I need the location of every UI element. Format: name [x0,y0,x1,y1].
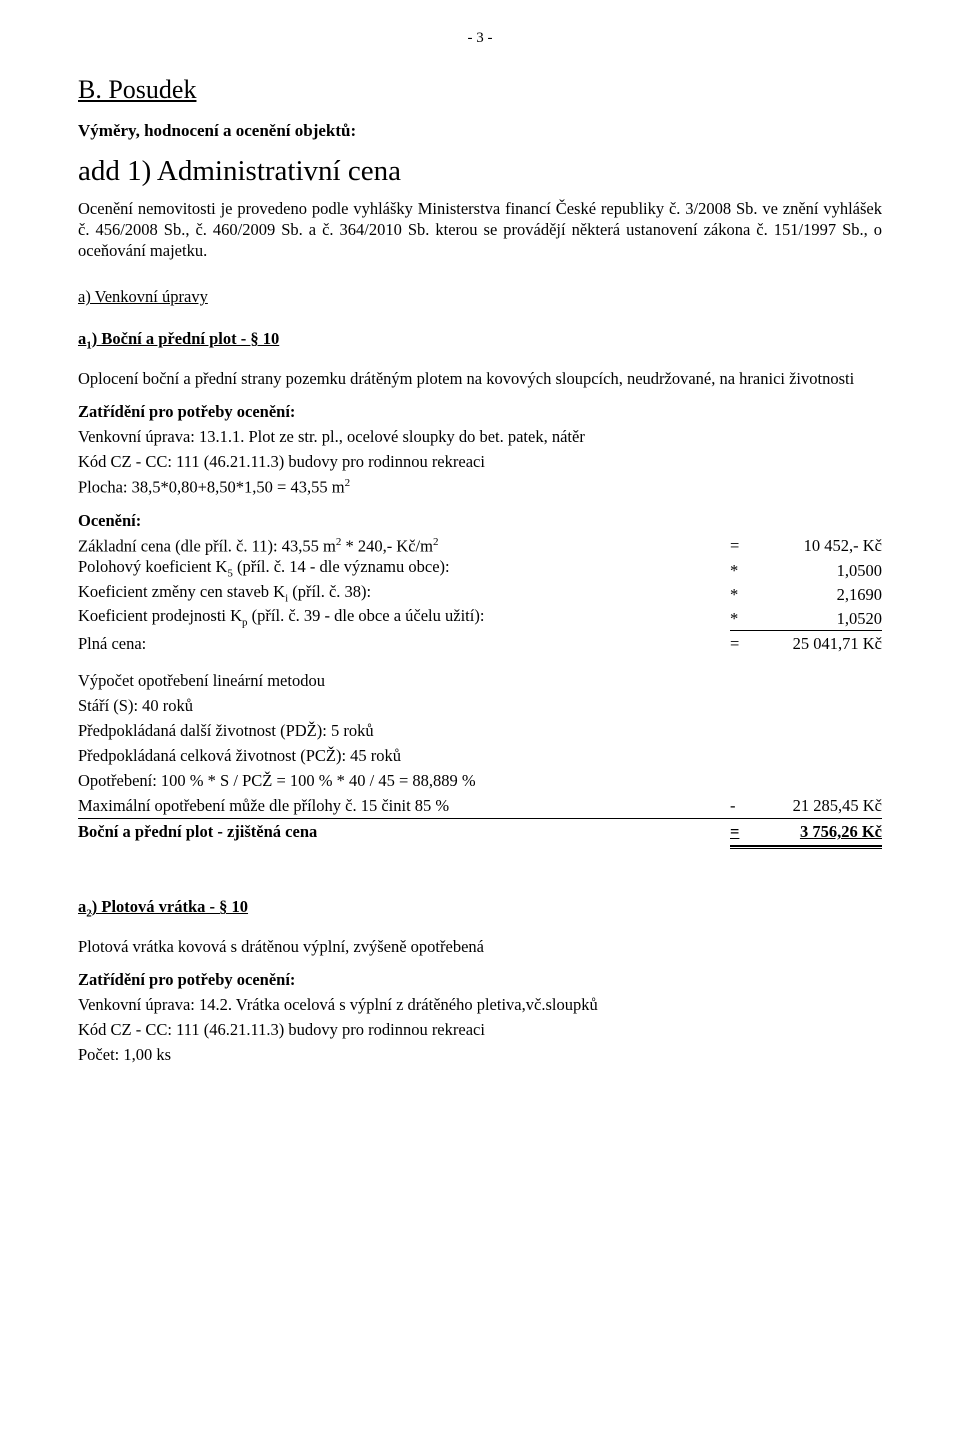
wear-6-label: Maximální opotřebení může dle přílohy č.… [78,795,730,816]
calc-row-2-op: * [730,560,752,581]
wear-6-op: - [730,795,752,816]
a1-class-line-1: Venkovní úprava: 13.1.1. Plot ze str. pl… [78,426,882,447]
page: - 3 - B. Posudek Výměry, hodnocení a oce… [0,0,960,1436]
oceneni-label: Ocenění: [78,510,882,531]
a2-rest: ) Plotová vrátka - § 10 [92,897,248,916]
result-dbl-rule [78,842,882,849]
section-1-title: add 1) Administrativní cena [78,155,882,188]
result-val: 3 756,26 Kč [752,818,882,842]
r1sup2: 2 [433,536,439,548]
calc-row-1-label: Základní cena (dle příl. č. 11): 43,55 m… [78,535,730,557]
a2-description: Plotová vrátka kovová s drátěnou výplní,… [78,936,882,957]
section-a-heading: a) Venkovní úpravy [78,287,882,307]
page-number: - 3 - [78,30,882,47]
section-a1-heading: a1) Boční a přední plot - § 10 [78,329,882,351]
calc-row-1-op: = [730,535,752,556]
calc-row-3-val: 2,1690 [752,584,882,605]
r2b: (příl. č. 14 - dle významu obce): [233,557,450,576]
a2-class-line-2: Kód CZ - CC: 111 (46.21.11.3) budovy pro… [78,1019,882,1040]
r1a: Základní cena (dle příl. č. 11): 43,55 m [78,536,336,555]
wear-l2: Stáří (S): 40 roků [78,695,882,716]
wear-l1: Výpočet opotřebení lineární metodou [78,670,882,691]
intro-paragraph: Ocenění nemovitosti je provedeno podle v… [78,198,882,261]
a1-description: Oplocení boční a přední strany pozemku d… [78,368,882,389]
zatrideni-label: Zatřídění pro potřeby ocenění: [78,401,882,422]
calc-row-4: Koeficient prodejnosti Kp (příl. č. 39 -… [78,605,882,629]
r2a: Polohový koeficient K [78,557,227,576]
calc-row-3: Koeficient změny cen staveb Ki (příl. č.… [78,581,882,605]
calc-row-4-label: Koeficient prodejnosti Kp (příl. č. 39 -… [78,605,730,629]
a1-class-line-2: Kód CZ - CC: 111 (46.21.11.3) budovy pro… [78,451,882,472]
result-op: = [730,818,752,842]
r1b: * 240,- Kč/m [341,536,433,555]
calc-row-2-val: 1,0500 [752,560,882,581]
wear-l4: Předpokládaná celková životnost (PCŽ): 4… [78,745,882,766]
result-op-text: = [730,822,739,841]
r3a: Koeficient změny cen staveb K [78,582,285,601]
a1-plocha-text: Plocha: 38,5*0,80+8,50*1,50 = 43,55 m [78,478,345,497]
result-row: Boční a přední plot - zjištěná cena = 3 … [78,818,882,842]
a2-prefix: a [78,897,86,916]
calc-row-2-label: Polohový koeficient K5 (příl. č. 14 - dl… [78,556,730,580]
r3b: (příl. č. 38): [288,582,371,601]
result-label: Boční a přední plot - zjištěná cena [78,818,730,842]
calc-row-1-val: 10 452,- Kč [752,535,882,556]
a2-class-line-3: Počet: 1,00 ks [78,1044,882,1065]
a1-plocha-sup: 2 [345,477,351,489]
calc-row-3-op: * [730,584,752,605]
wear-l5: Opotřebení: 100 % * S / PCŽ = 100 % * 40… [78,770,882,791]
wear-row-6: Maximální opotřebení může dle přílohy č.… [78,795,882,816]
section-a2-heading: a2) Plotová vrátka - § 10 [78,897,882,919]
doc-title: B. Posudek [78,75,882,105]
calc-row-5: Plná cena: = 25 041,71 Kč [78,630,882,654]
calc-row-5-op: = [730,630,752,654]
subheading: Výměry, hodnocení a ocenění objektů: [78,121,882,141]
r4b: (příl. č. 39 - dle obce a účelu užití): [248,606,485,625]
calc-row-5-val: 25 041,71 Kč [752,630,882,654]
calc-row-3-label: Koeficient změny cen staveb Ki (příl. č.… [78,581,730,605]
zatrideni-label-2: Zatřídění pro potřeby ocenění: [78,969,882,990]
wear-6-val: 21 285,45 Kč [752,795,882,816]
calc-row-1: Základní cena (dle příl. č. 11): 43,55 m… [78,535,882,557]
a2-class-line-1: Venkovní úprava: 14.2. Vrátka ocelová s … [78,994,882,1015]
calc-row-4-op: * [730,608,752,629]
a1-class-line-3: Plocha: 38,5*0,80+8,50*1,50 = 43,55 m2 [78,476,882,498]
calc-row-5-label: Plná cena: [78,633,730,654]
a1-prefix: a [78,329,86,348]
calc-row-4-val: 1,0520 [752,608,882,629]
calc-row-2: Polohový koeficient K5 (příl. č. 14 - dl… [78,556,882,580]
wear-l3: Předpokládaná další životnost (PDŽ): 5 r… [78,720,882,741]
a1-rest: ) Boční a přední plot - § 10 [92,329,279,348]
r4a: Koeficient prodejnosti K [78,606,242,625]
result-val-text: 3 756,26 Kč [800,822,882,841]
